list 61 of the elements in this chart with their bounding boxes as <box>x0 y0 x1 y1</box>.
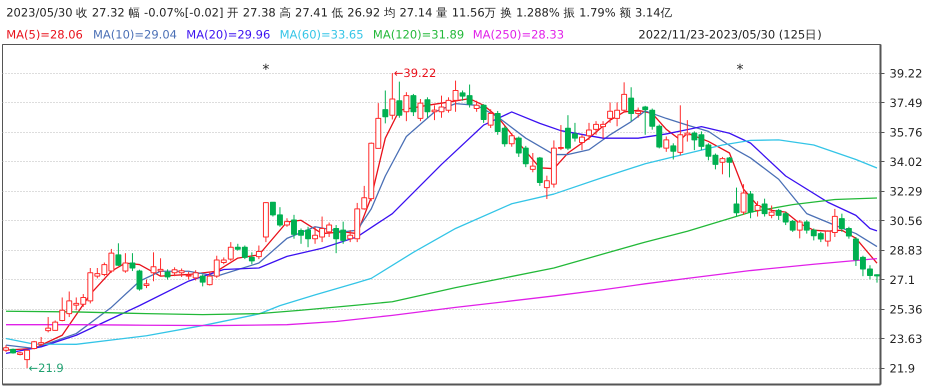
y-tick-label: 21.9 <box>890 362 916 376</box>
candlestick <box>480 104 487 124</box>
text: MA(20)=29.96 <box>186 28 270 42</box>
y-tick-label: 32.29 <box>890 184 922 199</box>
y-tick-label: 23.63 <box>890 332 922 346</box>
candlestick <box>389 72 396 120</box>
candlestick <box>768 204 775 219</box>
candlestick <box>129 252 136 272</box>
candlestick <box>488 108 494 128</box>
candlestick <box>508 132 515 148</box>
text: MA(10)=29.04 <box>93 28 177 42</box>
candlestick <box>424 96 430 118</box>
candlestick <box>754 200 761 218</box>
text: MA(250)=28.33 <box>472 28 564 42</box>
candlestick <box>382 90 388 124</box>
line-series <box>5 139 878 345</box>
candlestick <box>740 184 746 216</box>
candlestick <box>164 268 171 280</box>
candlestick <box>396 81 402 118</box>
candlestick <box>403 92 410 122</box>
candlestick <box>635 107 642 118</box>
candlestick <box>122 252 128 274</box>
annotation: ←39.22 <box>394 66 436 80</box>
y-tick-label: 37.49 <box>890 96 922 110</box>
line-series <box>5 258 878 326</box>
candlestick <box>726 156 732 178</box>
candlestick <box>796 219 803 239</box>
text: MA(60)=33.65 <box>280 28 364 42</box>
candlestick <box>628 86 634 122</box>
candlestick <box>720 156 726 175</box>
y-tick-label: 35.76 <box>890 126 922 140</box>
candlestick <box>530 152 536 173</box>
candlestick <box>762 198 768 218</box>
candlestick <box>663 136 670 152</box>
candlestick <box>200 274 206 287</box>
y-tick-label: 28.83 <box>890 244 922 258</box>
candlestick <box>228 242 234 262</box>
candlestick <box>136 269 142 292</box>
candlestick <box>586 122 592 140</box>
annotation: * <box>262 62 270 78</box>
text: MA(5)=28.06 <box>6 28 83 42</box>
candlestick <box>410 93 416 117</box>
candlestick <box>670 142 676 160</box>
y-tick-label: 30.56 <box>890 214 922 228</box>
y-tick-label: 25.36 <box>890 302 922 317</box>
chart-title: 2023/05/30 收 27.32 幅 -0.07%[-0.02] 开 27.38 高 27.41 低 26.92 均 27.14 量 11.56万 换 1.288% 振 1.79% 额 3.14亿 <box>6 6 673 20</box>
candlestick <box>474 100 480 112</box>
candlestick <box>642 105 648 136</box>
annotation: ←21.9 <box>28 361 64 376</box>
y-tick-label: 34.02 <box>890 155 922 170</box>
annotation: * <box>736 62 744 78</box>
y-tick-label: 39.22 <box>890 66 922 81</box>
chart-subtitle: 2022/11/23-2023/05/30 (125日) <box>638 28 822 42</box>
candlestick <box>417 98 424 122</box>
candlestick <box>256 245 262 260</box>
candlestick <box>734 187 740 218</box>
candlestick <box>579 134 585 151</box>
text: MA(120)=31.89 <box>372 28 464 42</box>
candlestick <box>748 190 754 219</box>
y-tick-label: 27.1 <box>890 273 916 288</box>
candlestick <box>115 242 122 266</box>
